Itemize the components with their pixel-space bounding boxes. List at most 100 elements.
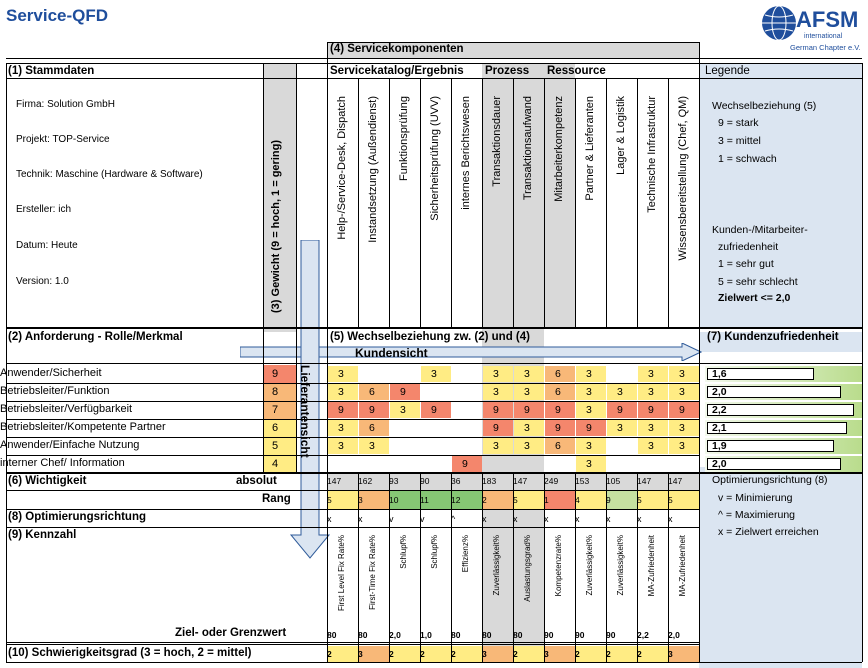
relationship-value: 3 — [369, 440, 375, 452]
relationship-cell — [638, 456, 668, 472]
schwierigkeit-label: (10) Schwierigkeitsgrad (3 = hoch, 2 = m… — [8, 647, 252, 659]
grid-line — [6, 78, 862, 79]
weight-value: 9 — [272, 368, 279, 380]
relationship-cell — [421, 402, 451, 418]
stammdaten-line: Datum: Heute — [16, 240, 78, 251]
satisfaction-header-bg — [699, 332, 862, 352]
relationship-cell — [452, 420, 482, 436]
rang-value: 5 — [668, 495, 673, 505]
optimierung-value: x — [637, 514, 642, 524]
rang-cell — [421, 491, 451, 509]
absolut-value: 90 — [420, 476, 430, 486]
optimierung-value: ^ — [451, 514, 456, 524]
kennzahl-name: Schlupf% — [399, 535, 408, 569]
relationship-value: 3 — [586, 440, 592, 452]
relationship-cell — [514, 402, 544, 418]
component-label: Lager & Logistik — [615, 96, 627, 175]
grid-line — [6, 455, 699, 456]
relationship-value: 9 — [338, 404, 344, 416]
relationship-cell — [576, 438, 606, 454]
optimierung-value: x — [358, 514, 363, 524]
relationship-cell — [545, 366, 575, 382]
rang-value: 1 — [544, 495, 549, 505]
ziel-value: 90 — [544, 630, 554, 640]
kennzahl-name: Effizienz% — [461, 535, 470, 573]
satisfaction-value: 1,6 — [712, 368, 727, 380]
grid-line — [6, 401, 699, 402]
schwierigkeit-cell — [638, 646, 668, 663]
optimierung-value: x — [327, 514, 332, 524]
weight-value: 4 — [272, 458, 279, 470]
row-label: Anwender/Einfache Nutzung — [0, 439, 140, 451]
row-label: Betriebsleiter/Verfügbarkeit — [0, 403, 133, 415]
relationship-value: 9 — [493, 404, 499, 416]
grid-line — [862, 63, 863, 662]
optimierung-value: x — [544, 514, 549, 524]
legend-opt-item: ^ = Maximierung — [718, 509, 795, 521]
weight-value: 6 — [272, 422, 279, 434]
rang-cell — [638, 491, 668, 509]
ziel-value: 90 — [575, 630, 585, 640]
rang-cell — [514, 491, 544, 509]
weight-cell — [263, 365, 296, 383]
relationship-value: 3 — [524, 368, 530, 380]
rang-value: 5 — [637, 495, 642, 505]
satisfaction-value: 2,0 — [712, 386, 727, 398]
relationship-value: 3 — [648, 386, 654, 398]
relationship-cell — [328, 420, 358, 436]
schwierigkeit-value: 2 — [606, 649, 611, 659]
absolut-value: 162 — [358, 476, 373, 486]
relationship-cell — [390, 456, 420, 472]
relationship-cell — [514, 420, 544, 436]
grid-line — [358, 78, 359, 327]
schwierigkeit-value: 2 — [513, 649, 518, 659]
satisfaction-bar — [707, 458, 841, 470]
relationship-value: 9 — [617, 404, 623, 416]
relationship-cell — [638, 420, 668, 436]
rang-value: 11 — [420, 495, 429, 505]
relationship-value: 9 — [493, 422, 499, 434]
relationship-value: 9 — [586, 422, 592, 434]
relationship-cell — [483, 402, 513, 418]
relationship-value: 3 — [586, 368, 592, 380]
anforderung-label: (2) Anforderung - Rolle/Merkmal — [8, 331, 183, 343]
relationship-value: 3 — [586, 386, 592, 398]
relationship-cell — [483, 438, 513, 454]
relationship-cell — [545, 402, 575, 418]
grid-line — [6, 63, 862, 64]
stammdaten-line: Projekt: TOP-Service — [16, 134, 110, 145]
grid-line — [420, 472, 421, 662]
grid-line — [6, 509, 699, 510]
relationship-value: 9 — [679, 404, 685, 416]
relationship-cell — [421, 438, 451, 454]
weight-cell — [263, 383, 296, 401]
relationship-value: 3 — [338, 440, 344, 452]
relationship-value: 3 — [431, 368, 437, 380]
relationship-value: 6 — [555, 440, 561, 452]
relationship-cell — [638, 366, 668, 382]
schwierigkeit-value: 3 — [482, 649, 487, 659]
grid-line — [544, 472, 545, 662]
relationship-value: 3 — [617, 386, 623, 398]
legend-wb-item: 3 = mittel — [718, 135, 761, 147]
rang-cell — [576, 491, 606, 509]
absolut-value: 105 — [606, 476, 621, 486]
rang-value: 3 — [358, 495, 363, 505]
relationship-cell — [514, 456, 544, 472]
relationship-value: 3 — [648, 422, 654, 434]
grid-line — [6, 58, 862, 59]
relationship-value: 3 — [679, 386, 685, 398]
relationship-cell — [390, 384, 420, 400]
schwierigkeit-cell — [390, 646, 420, 663]
grid-line — [420, 78, 421, 327]
relationship-value: 3 — [679, 368, 685, 380]
relationship-value: 9 — [648, 404, 654, 416]
kennzahl-name: Zuverlässigkeit% — [616, 535, 625, 596]
relationship-cell — [514, 438, 544, 454]
relationship-cell — [328, 366, 358, 382]
rang-value: 5 — [513, 495, 518, 505]
grid-line — [6, 642, 699, 643]
optimierung-value: x — [575, 514, 580, 524]
relationship-cell — [483, 420, 513, 436]
